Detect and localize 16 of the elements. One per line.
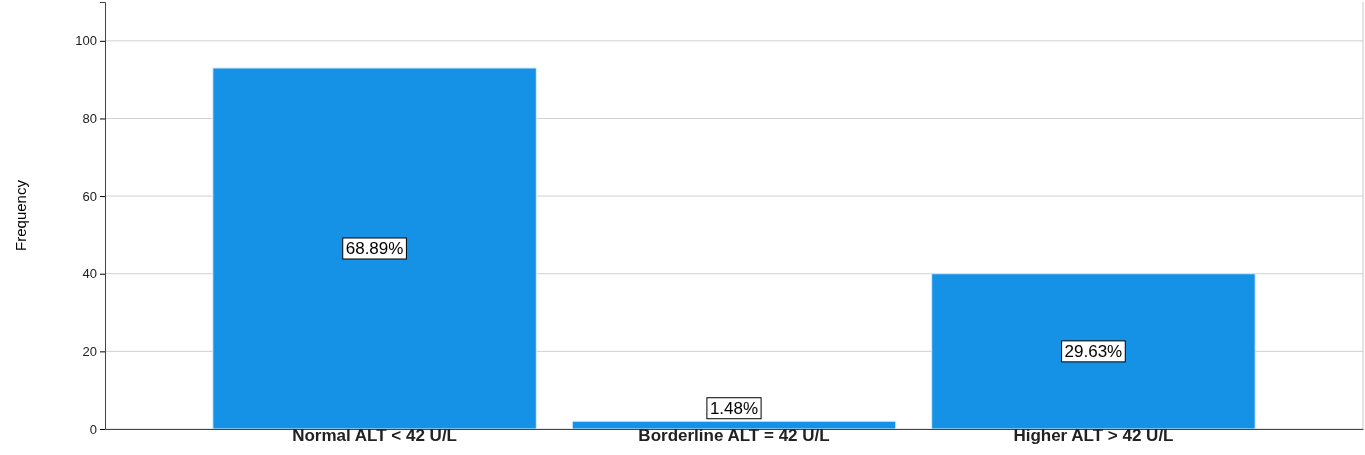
y-tick-label: 0: [89, 421, 97, 437]
y-tick-label: 40: [82, 266, 97, 282]
annotation: 1.48%: [709, 398, 759, 418]
y-tick-label: 60: [82, 188, 97, 204]
y-axis-title: Frequency: [12, 179, 29, 251]
y-tick-label: 100: [75, 33, 97, 49]
bar: [571, 420, 897, 430]
x-tick-label: Borderline ALT = 42 U/L: [638, 426, 830, 446]
annotation: 68.89%: [345, 239, 404, 258]
y-tick-label: 80: [82, 111, 97, 127]
x-tick-label: Normal ALT < 42 U/L: [292, 426, 457, 446]
bar: [931, 273, 1256, 430]
y-tick-label: 20: [82, 344, 97, 360]
x-tick-label: Higher ALT > 42 U/L: [1013, 426, 1174, 446]
bar: [212, 67, 537, 430]
annotation: 29.63%: [1064, 341, 1123, 361]
